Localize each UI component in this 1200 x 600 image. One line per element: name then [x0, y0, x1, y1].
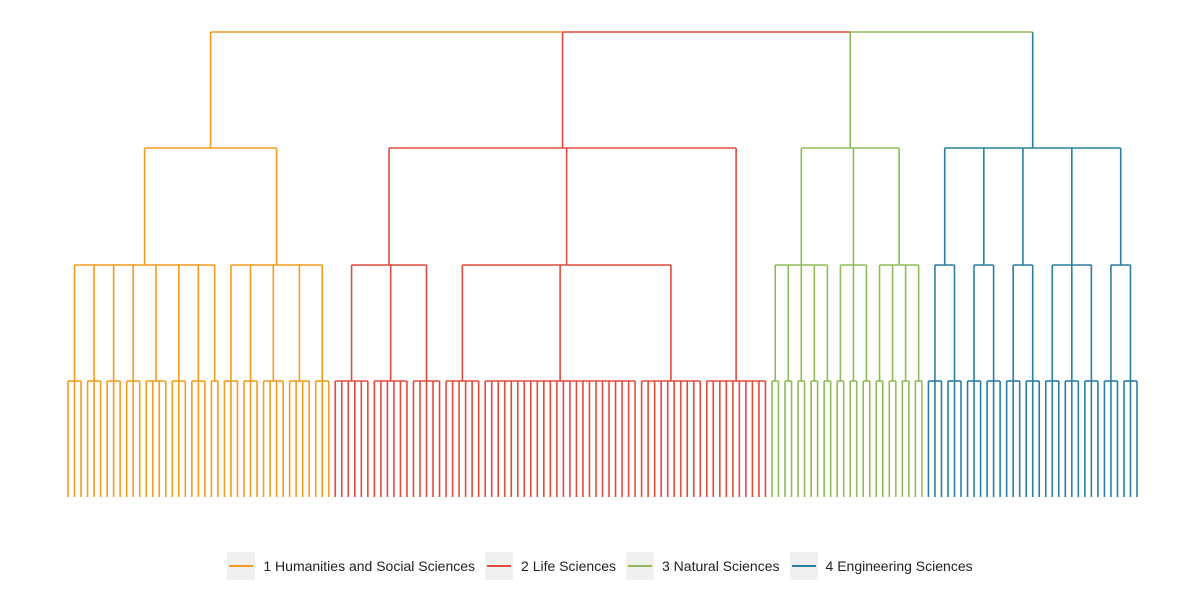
legend-label: 1 Humanities and Social Sciences [263, 558, 476, 574]
legend-line [628, 565, 652, 567]
legend-label: 3 Natural Sciences [662, 558, 780, 574]
legend-swatch [485, 552, 514, 580]
legend-item: 2 Life Sciences [485, 552, 616, 580]
legend-item: 4 Engineering Sciences [789, 552, 973, 580]
legend-line [229, 565, 254, 567]
legend-line [791, 565, 816, 567]
legend-swatch [626, 552, 654, 580]
dendrogram [67, 31, 1138, 497]
legend-swatch [789, 552, 818, 580]
legend: 1 Humanities and Social Sciences 2 Life S… [0, 552, 1200, 580]
legend-line [487, 565, 512, 567]
legend-item: 1 Humanities and Social Sciences [227, 552, 475, 580]
legend-label: 4 Engineering Sciences [825, 558, 973, 574]
legend-label: 2 Life Sciences [521, 558, 616, 574]
legend-swatch [227, 552, 256, 580]
legend-item: 3 Natural Sciences [626, 552, 780, 580]
